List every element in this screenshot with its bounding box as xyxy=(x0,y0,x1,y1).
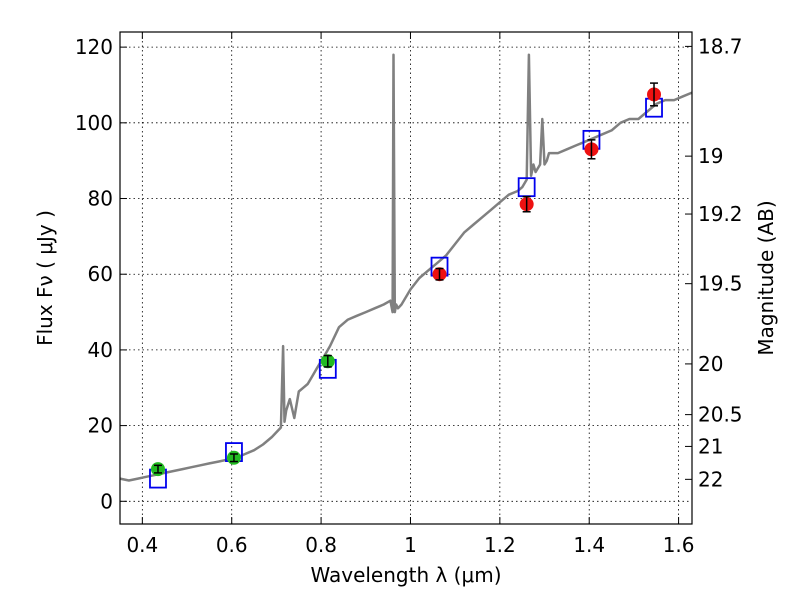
photometry-layer xyxy=(149,82,663,489)
y-tick-label: 120 xyxy=(75,35,113,59)
y2-tick-label: 18.7 xyxy=(698,34,743,58)
x-tick-label: 1.2 xyxy=(484,533,516,557)
spectrum-line xyxy=(119,53,693,482)
grid-lines xyxy=(120,32,692,524)
y-tick-label: 80 xyxy=(88,187,113,211)
x-tick-labels: 0.4 0.6 0.8 1 1.2 1.4 1.6 xyxy=(126,533,694,557)
x-tick-label: 1 xyxy=(404,533,417,557)
y-axis-label: Flux Fν ( μJy ) xyxy=(33,210,57,346)
y2-tick-label: 20 xyxy=(698,352,723,376)
y-tick-labels: 0 20 40 60 80 100 120 xyxy=(75,35,113,513)
y2-tick-labels: 18.7 19 19.2 19.5 20 20.5 21 22 xyxy=(698,34,743,491)
y-tick-label: 0 xyxy=(100,489,113,513)
y2-tick-label: 19.5 xyxy=(698,272,743,296)
y2-tick-label: 19 xyxy=(698,144,723,168)
x-tick-label: 0.6 xyxy=(216,533,248,557)
plot-frame xyxy=(119,31,693,525)
y2-axis-label: Magnitude (AB) xyxy=(754,200,778,355)
y-tick-label: 100 xyxy=(75,111,113,135)
x-axis-label: Wavelength λ (μm) xyxy=(310,563,501,587)
x-tick-label: 1.6 xyxy=(663,533,695,557)
y2-tick-label: 22 xyxy=(698,467,723,491)
y-tick-label: 20 xyxy=(88,414,113,438)
spectrum-layer xyxy=(119,53,693,482)
x-tick-label: 1.4 xyxy=(573,533,605,557)
x-tick-label: 0.4 xyxy=(126,533,158,557)
y2-tick-label: 21 xyxy=(698,434,723,458)
x-tick-label: 0.8 xyxy=(305,533,337,557)
y-tick-label: 60 xyxy=(88,262,113,286)
y2-tick-label: 19.2 xyxy=(698,202,743,226)
y2-tick-label: 20.5 xyxy=(698,403,743,427)
y-tick-label: 40 xyxy=(88,338,113,362)
axis-ticks xyxy=(120,32,692,524)
